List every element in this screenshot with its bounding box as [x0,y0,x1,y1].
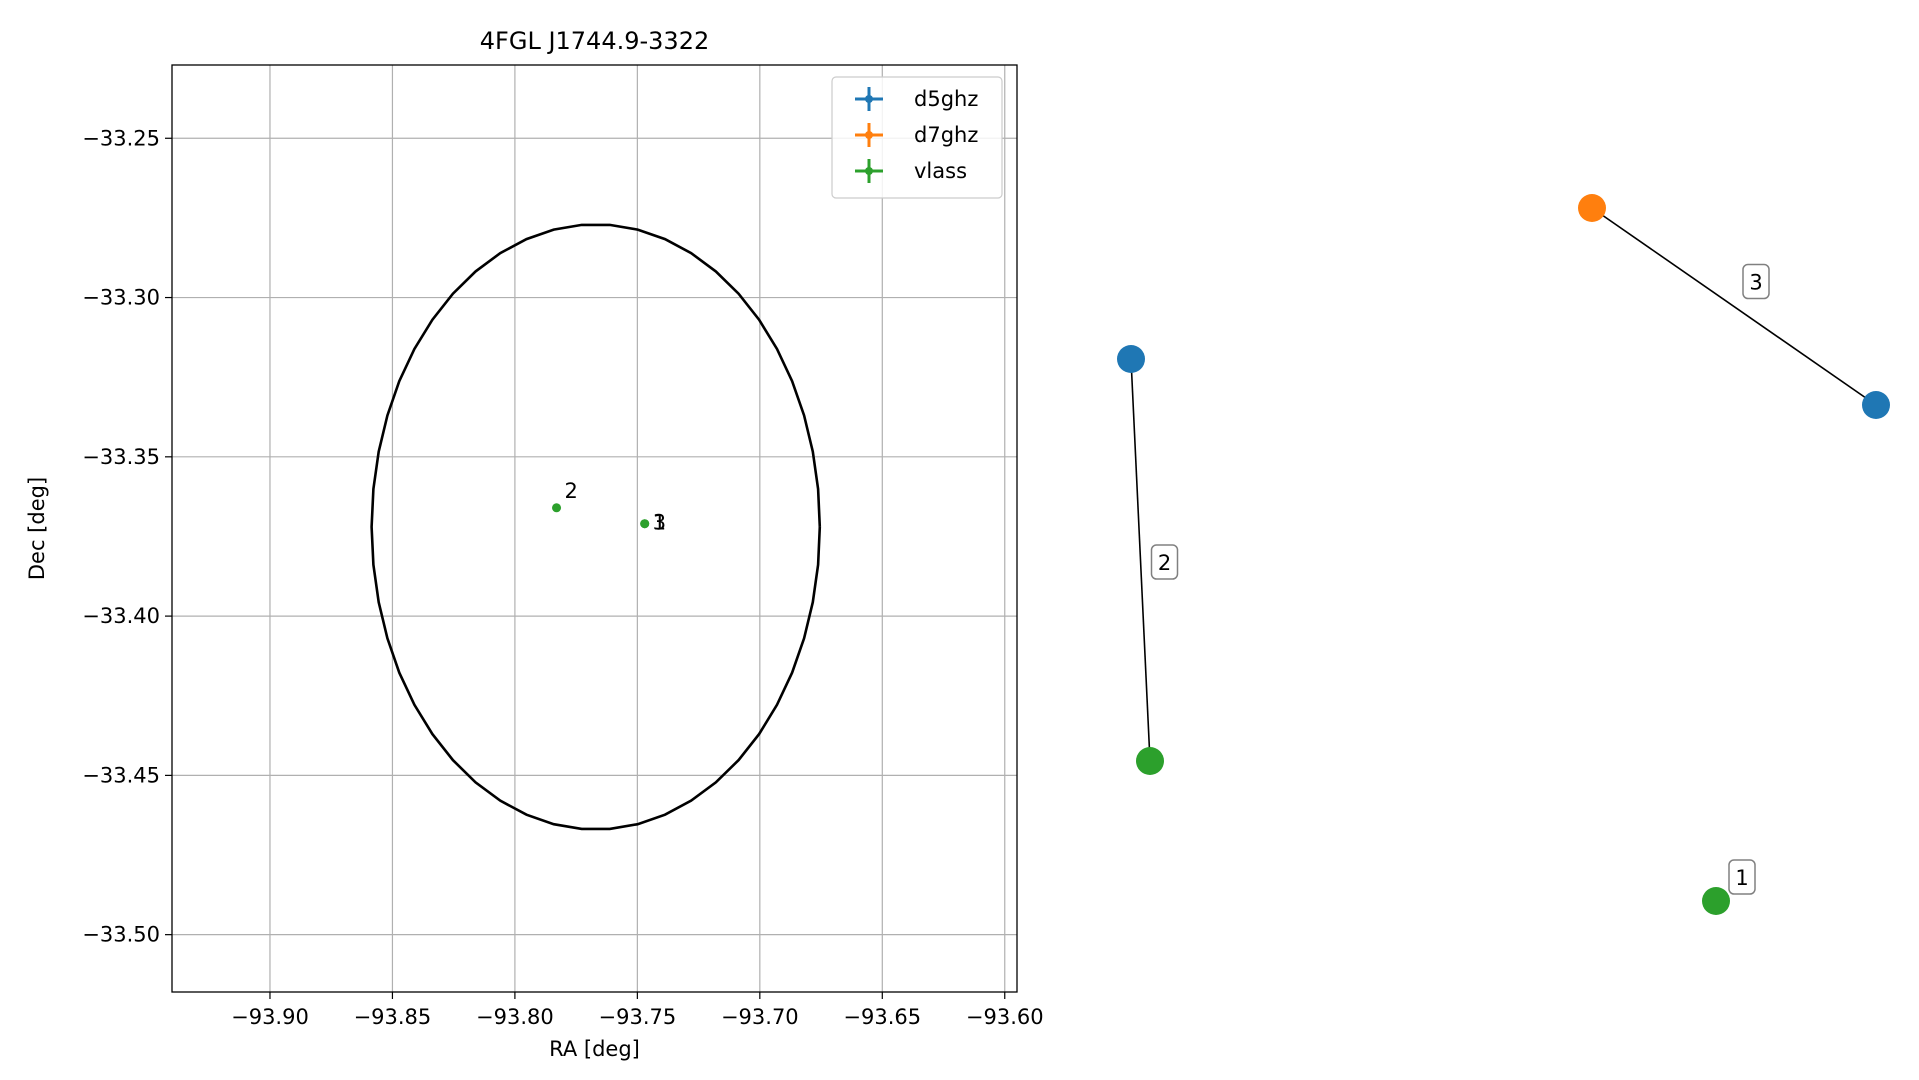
legend-marker-dot-d5ghz [865,95,873,103]
legend: d5ghz d7ghz vlass [831,76,1003,199]
node-n3b [1862,391,1890,419]
x-tick-label: −93.90 [231,1005,309,1029]
x-axis-ticks: −93.90 −93.85 −93.80 −93.75 −93.70 −93.65 −93.… [231,992,1044,1029]
legend-marker-dot-vlass [865,167,873,175]
node-n1 [1702,887,1730,915]
y-tick-label: −33.45 [82,763,160,787]
x-tick-label: −93.70 [721,1005,799,1029]
legend-label-d5ghz: d5ghz [914,87,978,111]
edge-label-box [1150,544,1179,580]
scatter-plot: 1 2 3 −93.90 −93.85 −93.80 −93.75 −93.70 −93.65… [25,27,1044,1061]
x-tick-label: −93.65 [843,1005,921,1029]
point-label: 2 [565,479,578,503]
edge-label-text: 3 [1749,271,1762,295]
y-axis-ticks: −33.25 −33.30 −33.35 −33.40 −33.45 −33.50 [82,126,172,947]
y-tick-label: −33.25 [82,126,160,150]
x-tick-label: −93.85 [354,1005,432,1029]
data-point-vlass [640,519,650,529]
node-label: 1 [1728,859,1756,895]
edge-label-text: 2 [1158,551,1171,575]
y-tick-label: −33.40 [82,604,160,628]
edge-n3a-n3b [1591,207,1877,406]
legend-marker-dot-d7ghz [865,131,873,139]
match-diagram: 2 3 1 [1117,194,1890,915]
node-n3a [1578,194,1606,222]
edge-label: 3 [1742,263,1770,300]
point-label: 1 [653,511,666,535]
data-points: 1 2 3 [552,479,666,535]
x-tick-label: −93.60 [966,1005,1044,1029]
node-label-box [1728,859,1756,895]
error-ellipse-layer [370,223,822,831]
node-n2a [1117,345,1145,373]
x-tick-label: −93.75 [599,1005,677,1029]
node-n2b [1136,747,1164,775]
grid-lines [172,65,1017,992]
legend-label-d7ghz: d7ghz [914,123,978,147]
data-point-vlass [552,503,562,513]
axes-frame [171,64,1018,993]
y-tick-label: −33.50 [82,923,160,947]
point-label: 3 [653,511,666,535]
legend-label-vlass: vlass [914,159,967,183]
error-ellipse [370,223,822,831]
x-axis-label: RA [deg] [549,1037,640,1061]
edge-label: 2 [1150,544,1179,580]
y-axis-label: Dec [deg] [25,477,49,580]
legend-box [831,76,1003,199]
y-tick-label: −33.35 [82,445,160,469]
node-label-text: 1 [1735,866,1748,890]
edge-label-box [1742,263,1770,300]
edge-n2a-n2b [1130,358,1151,762]
y-tick-label: −33.30 [82,286,160,310]
chart-title: 4FGL J1744.9-3322 [480,27,709,55]
x-tick-label: −93.80 [476,1005,554,1029]
